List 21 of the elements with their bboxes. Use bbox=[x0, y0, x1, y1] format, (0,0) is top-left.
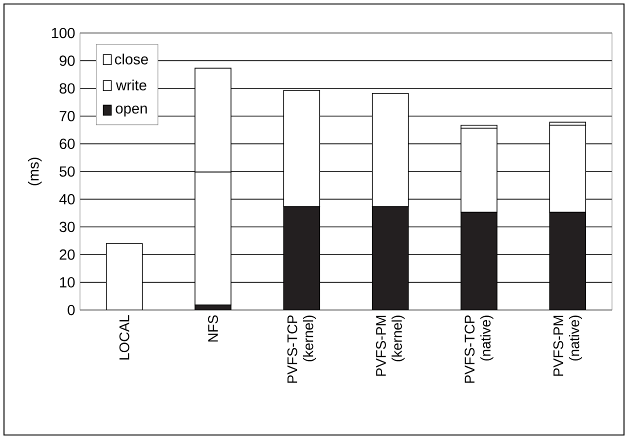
y-tick-label: 0 bbox=[68, 304, 75, 316]
x-tick-label: NFS bbox=[208, 315, 218, 342]
x-tick-label: PVFS-PM (kernel) bbox=[376, 316, 405, 376]
y-tick-label: 70 bbox=[60, 110, 75, 122]
y-tick-label: 10 bbox=[60, 277, 75, 288]
x-tick-label: LOCAL bbox=[119, 315, 130, 360]
x-tick-label: PVFS-TCP (kernel) bbox=[287, 315, 316, 383]
y-tick-label: 30 bbox=[60, 222, 75, 232]
y-tick-label: 50 bbox=[60, 166, 75, 177]
y-tick-label: 100 bbox=[52, 28, 75, 38]
x-tick-label: PVFS-TCP (native) bbox=[464, 315, 494, 383]
y-tick-label: 20 bbox=[60, 249, 75, 260]
y-axis-title: (ms) bbox=[28, 158, 42, 186]
y-tick-label: 60 bbox=[60, 138, 75, 149]
legend-label: open bbox=[116, 106, 147, 117]
y-tick-label: 40 bbox=[59, 194, 75, 204]
legend-label: close bbox=[114, 54, 148, 64]
x-tick-label: PVFS-PM (native) bbox=[553, 316, 582, 376]
y-tick-label: 90 bbox=[60, 56, 75, 66]
y-tick-label: 80 bbox=[60, 83, 75, 94]
legend-label: write bbox=[116, 80, 146, 90]
